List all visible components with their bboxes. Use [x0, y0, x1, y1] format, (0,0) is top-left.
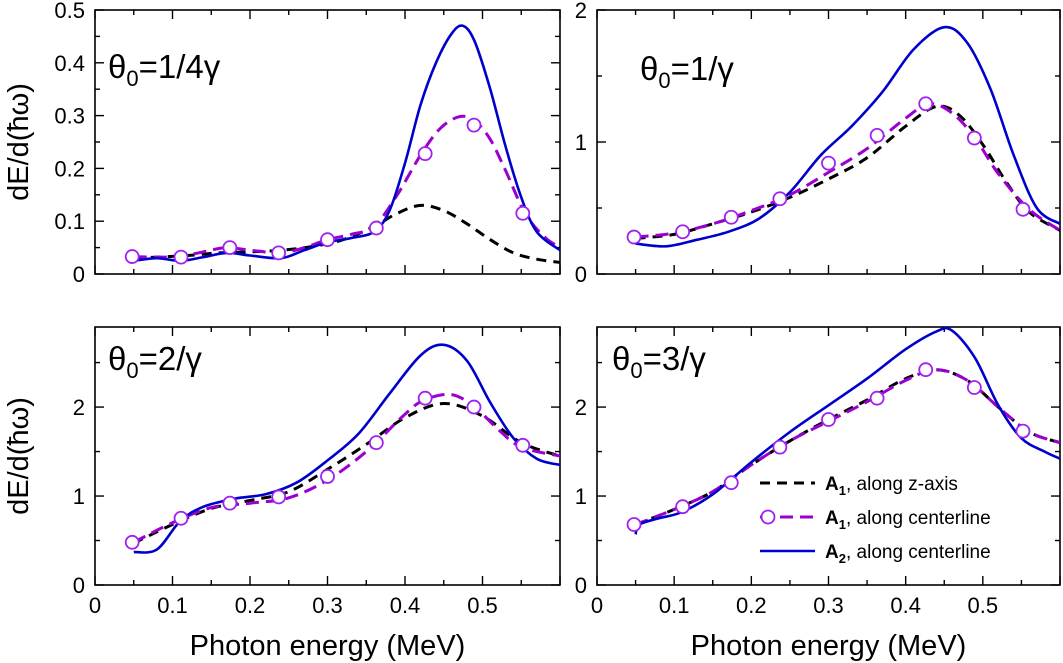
- data-point-marker: [723, 475, 739, 491]
- y-tick-label: 0.2: [54, 156, 85, 181]
- legend-label: A1, along centerline: [825, 508, 991, 532]
- panel-title: θ0=3/γ: [612, 340, 706, 383]
- data-point-marker: [1015, 201, 1031, 217]
- data-point-marker: [772, 191, 788, 207]
- panel-title: θ0=1/γ: [640, 50, 734, 93]
- data-point-marker: [271, 245, 287, 261]
- data-point-marker: [466, 399, 482, 415]
- x-tick-label: 0.4: [890, 593, 921, 618]
- data-point-marker: [368, 435, 384, 451]
- data-point-marker: [723, 209, 739, 225]
- data-point-marker: [821, 155, 836, 171]
- data-point-marker: [466, 117, 482, 133]
- y-tick-label: 1: [575, 484, 587, 509]
- data-point-marker: [124, 249, 140, 264]
- data-point-marker: [869, 390, 885, 406]
- x-tick-label: 0.2: [235, 593, 266, 618]
- data-point-marker: [675, 224, 691, 240]
- y-tick-label: 2: [73, 395, 85, 420]
- series-group: [133, 343, 560, 554]
- series-line-blue-solid: [634, 327, 1060, 535]
- x-tick-label: 0.1: [659, 593, 690, 618]
- series-line-purple-dashed-circles: [635, 102, 1060, 239]
- panel-theta-three: 0 0.1 0.2 0.3 0.4 0.5 0 1 2 Photon energy (MeV) θ0…: [575, 326, 1061, 662]
- data-point-marker: [368, 220, 384, 236]
- data-point-marker: [869, 127, 885, 143]
- series-line-purple-dashed-circles: [635, 368, 1060, 526]
- x-tick-label: 0.3: [312, 593, 343, 618]
- series-line-blue-solid: [133, 343, 560, 554]
- data-point-marker: [320, 469, 335, 484]
- data-point-marker: [271, 489, 287, 505]
- x-tick-label: 0: [591, 593, 603, 618]
- series-group: [635, 25, 1060, 248]
- y-tick-label: 0: [575, 573, 587, 598]
- data-point-marker: [675, 499, 691, 515]
- data-point-marker: [918, 96, 934, 112]
- x-axis-label: Photon energy (MeV): [190, 630, 466, 662]
- data-point-marker: [918, 362, 934, 378]
- data-point-marker: [417, 146, 433, 162]
- data-point-marker: [515, 205, 531, 221]
- data-point-marker: [124, 534, 140, 550]
- data-point-marker: [966, 130, 982, 146]
- series-line-blue-solid: [133, 24, 560, 263]
- x-tick-label: 0.2: [736, 593, 767, 618]
- panel-theta-one: 0 1 2 θ0=1/γ: [575, 0, 1061, 287]
- y-tick-label: 1: [73, 484, 85, 509]
- y-tick-label: 0.1: [54, 209, 85, 234]
- x-tick-label: 0.4: [390, 593, 421, 618]
- y-tick-label: 2: [575, 0, 587, 23]
- x-axis-label: Photon energy (MeV): [691, 630, 967, 662]
- x-tick-label: 0.5: [467, 593, 498, 618]
- series-line-black-dashed: [635, 104, 1060, 240]
- data-point-marker: [417, 390, 433, 406]
- data-point-marker: [222, 240, 238, 256]
- y-tick-label: 0.5: [54, 0, 85, 23]
- legend-label: A1, along z-axis: [825, 474, 958, 498]
- y-tick-label: 0.4: [54, 51, 85, 76]
- y-tick-label: 0: [73, 262, 85, 287]
- legend-marker: [760, 509, 776, 525]
- y-tick-label: 0: [73, 573, 85, 598]
- x-tick-label: 0.5: [968, 593, 999, 618]
- y-tick-label: 0.3: [54, 104, 85, 129]
- y-axis-label: dE/d(ħω): [3, 397, 35, 515]
- data-point-marker: [821, 412, 836, 427]
- data-point-marker: [1015, 423, 1031, 439]
- panel-title: θ0=1/4γ: [108, 48, 221, 91]
- legend: A1, along z-axis A1, along centerline A2, …: [760, 474, 991, 566]
- x-tick-label: 0.1: [157, 593, 188, 618]
- data-point-marker: [966, 380, 982, 395]
- series-line-purple-dashed-circles: [133, 392, 560, 544]
- y-tick-label: 2: [575, 395, 587, 420]
- data-point-marker: [626, 517, 642, 532]
- panel-title: θ0=2/γ: [108, 340, 202, 383]
- data-point-marker: [320, 232, 335, 248]
- data-point-marker: [222, 495, 238, 511]
- data-point-marker: [173, 510, 189, 526]
- x-tick-label: 0: [89, 593, 101, 618]
- data-point-marker: [173, 249, 189, 265]
- series-line-black-dashed: [133, 401, 560, 545]
- y-tick-label: 0: [575, 262, 587, 287]
- data-point-marker: [772, 439, 788, 455]
- y-axis-label: dE/d(ħω): [3, 83, 35, 201]
- panel-theta-quarter: 0 0.1 0.2 0.3 0.4 0.5 dE/d(ħω) θ0=1/4γ: [3, 0, 561, 287]
- data-point-marker: [515, 437, 531, 453]
- panel-theta-two: 0 0.1 0.2 0.3 0.4 0.5 0 1 2 dE/d(ħω) Photon energy…: [3, 326, 561, 662]
- data-point-marker: [626, 229, 642, 245]
- legend-label: A2, along centerline: [825, 542, 991, 566]
- series-group: [634, 327, 1060, 535]
- x-tick-label: 0.3: [813, 593, 844, 618]
- series-line-blue-solid: [635, 25, 1060, 248]
- y-tick-label: 1: [575, 130, 587, 155]
- series-line-purple-dashed-circles: [133, 114, 560, 259]
